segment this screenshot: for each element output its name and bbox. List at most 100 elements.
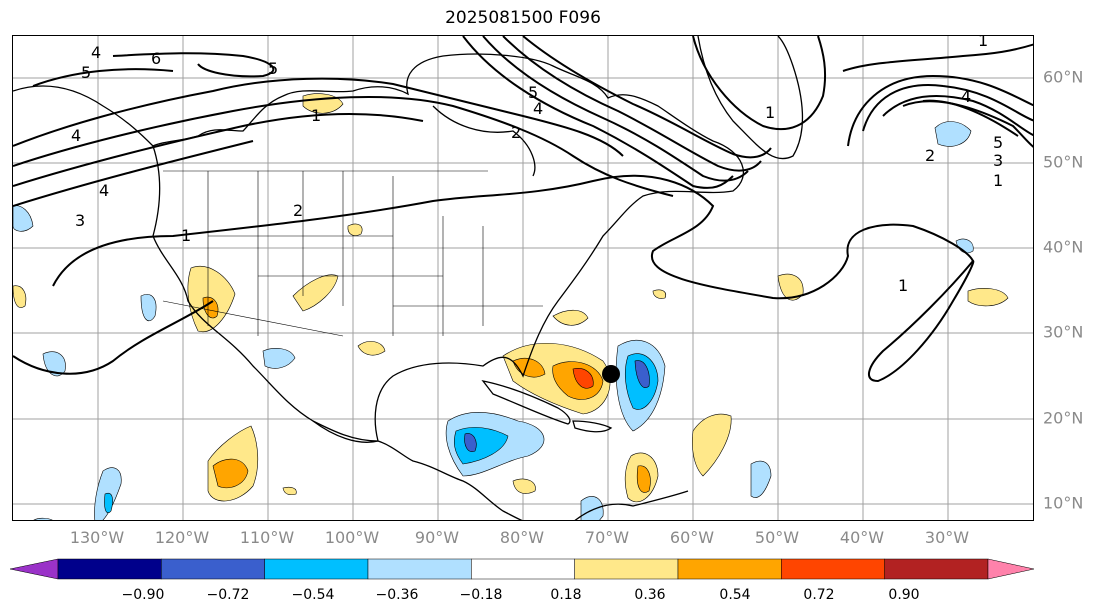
shade-neg-atlantic-core <box>634 360 650 388</box>
contour-trough-1 <box>462 36 734 189</box>
contour-label: 4 <box>71 126 81 145</box>
contour-label: 3 <box>75 211 85 230</box>
anomaly-shading <box>13 93 1009 520</box>
colorbar-extend-max <box>987 558 1035 580</box>
lon-label: 60°W <box>669 528 715 547</box>
contour-label: 2 <box>511 123 521 142</box>
contour-trough-2 <box>482 36 749 182</box>
colorbar-tick-label: −0.54 <box>291 587 335 603</box>
contour-label: 1 <box>993 171 1003 190</box>
lon-label: 110°W <box>239 528 295 547</box>
contour-2 <box>13 95 674 197</box>
shade-pos-far-east <box>967 288 1009 307</box>
map-panel: 4 5 6 5 1 5 4 2 4 3 4 1 2 1 4 2 5 3 1 1 … <box>12 35 1034 521</box>
contour-trough-3 <box>502 36 762 172</box>
colorbar-segment <box>781 558 885 580</box>
shade-pos-caribbean-orange <box>636 465 651 493</box>
contour-east-3 <box>882 95 1033 137</box>
lon-label: 50°W <box>754 528 800 547</box>
contour-ne-1 <box>692 36 827 131</box>
shade-pos-plains <box>292 274 339 312</box>
contour-4 <box>13 140 254 207</box>
contour-ne-2 <box>842 43 1033 72</box>
shade-pos-canada <box>302 93 344 114</box>
shade-neg-pacific2 <box>42 351 66 377</box>
colorbar-segment <box>471 558 575 580</box>
map-title: 2025081500 F096 <box>445 8 601 28</box>
contour-label: 1 <box>765 103 775 122</box>
shade-neg-sw <box>140 294 157 321</box>
colorbar-tick-label: −0.72 <box>206 587 250 603</box>
coast-alaska <box>13 85 154 147</box>
shade-neg-far-east <box>934 121 972 147</box>
coastlines <box>13 36 804 520</box>
contours <box>13 36 1033 383</box>
contour-label: 1 <box>181 226 191 245</box>
contour-5 <box>32 68 174 87</box>
contour-1-south <box>13 300 214 375</box>
contour-1-north <box>13 77 624 157</box>
lat-label: 60°N <box>1043 67 1084 87</box>
colorbar <box>10 558 1035 580</box>
lon-label: 40°W <box>839 528 885 547</box>
colorbar-tick-label: 0.18 <box>550 587 582 603</box>
contour-1-us <box>52 174 974 300</box>
colorbar-tick-label: 0.90 <box>888 587 920 603</box>
colorbar-segment <box>161 558 265 580</box>
contour-label: 6 <box>151 49 161 68</box>
shade-neg-south <box>580 496 604 520</box>
lat-label: 40°N <box>1043 237 1084 257</box>
colorbar-tick-label: −0.90 <box>121 587 165 603</box>
map-canvas: 4 5 6 5 1 5 4 2 4 3 4 1 2 1 4 2 5 3 1 1 … <box>13 36 1033 520</box>
shade-pos-se <box>552 309 589 326</box>
contour-label: 5 <box>528 83 538 102</box>
coast-south-america <box>574 490 689 520</box>
lat-label: 20°N <box>1043 408 1084 428</box>
shade-pos-west <box>13 285 27 308</box>
colorbar-segment <box>367 558 472 580</box>
coast-central-america <box>312 420 523 520</box>
colorbar-tick-label: 0.72 <box>803 587 835 603</box>
coast-hispaniola <box>572 420 613 433</box>
colorbar-tick-label: −0.36 <box>375 587 419 603</box>
coast-cuba <box>481 380 571 425</box>
contour-east-2 <box>862 84 1033 132</box>
lat-label: 10°N <box>1043 493 1084 513</box>
contour-label: 2 <box>925 146 935 165</box>
shade-pos-small3 <box>652 289 666 299</box>
colorbar-segment <box>677 558 782 580</box>
shade-pos-atlantic-red <box>572 368 594 389</box>
coast-hudson <box>432 105 536 177</box>
contour-label: 5 <box>993 133 1003 152</box>
colorbar-tick-label: 0.36 <box>634 587 666 603</box>
contour-1-east <box>868 260 975 383</box>
contour-3 <box>13 113 424 187</box>
shade-pos-eastern <box>777 273 804 301</box>
contour-label: 4 <box>99 181 109 200</box>
contour-east-low <box>847 74 1033 147</box>
shade-neg-pacific1-mid <box>104 492 113 514</box>
contour-label: 4 <box>961 87 971 106</box>
shade-neg-caribbean-core <box>464 433 477 452</box>
shade-pos-central-atlantic <box>692 413 732 477</box>
shade-pos-small2 <box>347 223 363 236</box>
shade-pos-pacific-orange <box>212 458 249 489</box>
coast-greenland <box>697 36 804 160</box>
colorbar-segment <box>264 558 369 580</box>
contour-trough-4 <box>522 36 772 159</box>
contour-labels: 4 5 6 5 1 5 4 2 4 3 4 1 2 1 4 2 5 3 1 1 … <box>71 36 1003 295</box>
colorbar-segment <box>57 558 162 580</box>
lat-label: 30°N <box>1043 322 1084 342</box>
contour-label: 2 <box>293 201 303 220</box>
lon-label: 120°W <box>154 528 210 547</box>
state-borders <box>162 170 543 337</box>
contour-label: 1 <box>311 106 321 125</box>
contour-label: 3 <box>993 151 1003 170</box>
contour-label: 5 <box>81 63 91 82</box>
lon-label: 100°W <box>324 528 380 547</box>
contour-label: 1 <box>978 36 988 50</box>
contour-label: 1 <box>898 276 908 295</box>
shade-pos-gulf <box>357 341 386 356</box>
lon-label: 90°W <box>414 528 460 547</box>
shade-pos-small4 <box>282 486 297 496</box>
